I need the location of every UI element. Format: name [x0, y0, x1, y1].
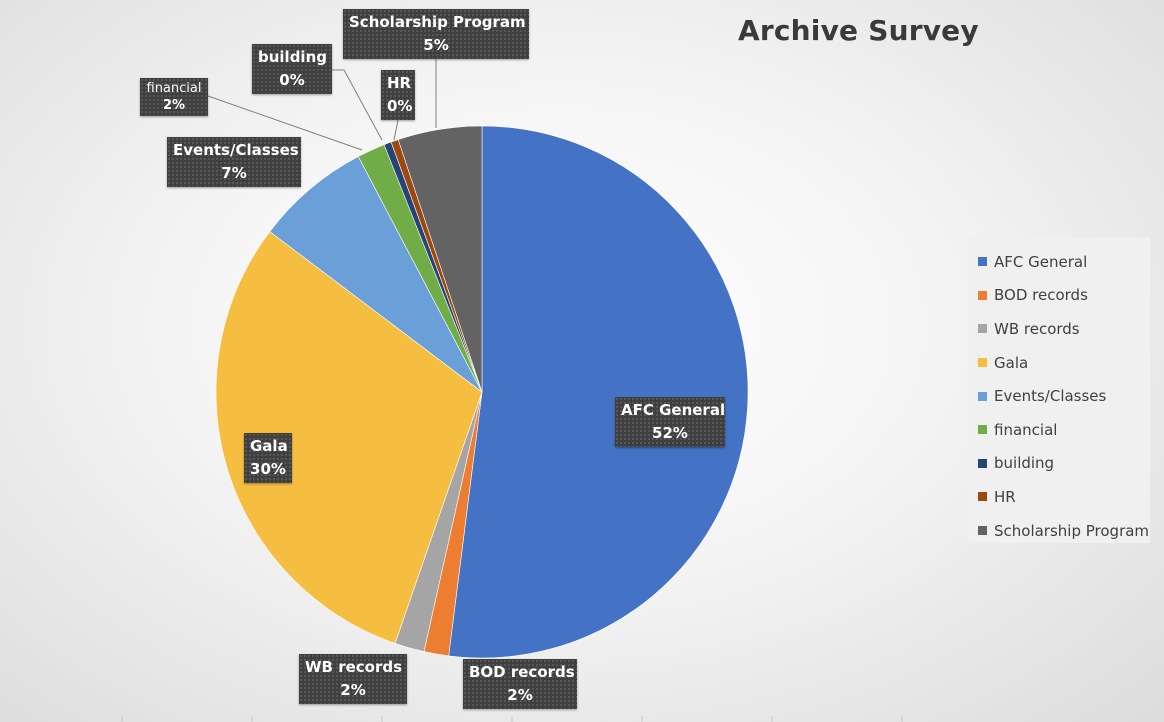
- data-label-hr: HR 0%: [381, 70, 415, 120]
- bottom-tick-marks: [121, 716, 903, 722]
- data-label-value: 0%: [279, 71, 305, 89]
- pie-slice-gala: [215, 231, 483, 644]
- legend-item-financial: financial: [978, 413, 1150, 447]
- legend-swatch: [978, 391, 987, 401]
- legend-item-scholarship-program: Scholarship Program: [978, 514, 1150, 548]
- data-label-value: 0%: [387, 97, 413, 115]
- leader-lines: [207, 57, 437, 151]
- legend-swatch: [978, 492, 987, 502]
- legend-item-building: building: [978, 447, 1150, 481]
- data-label-name: financial: [146, 81, 202, 96]
- data-label-name: building: [258, 48, 327, 66]
- legend-swatch: [978, 324, 987, 334]
- legend-item-hr: HR: [978, 480, 1150, 514]
- data-label-value: 2%: [507, 686, 533, 704]
- data-label-afc-general: AFC General 52%: [615, 397, 725, 447]
- data-label-scholarship-program: Scholarship Program 5%: [343, 9, 529, 59]
- legend-item-events-classes: Events/Classes: [978, 379, 1150, 413]
- data-label-value: 2%: [340, 681, 366, 699]
- data-label-name: AFC General: [621, 401, 726, 419]
- legend-label: WB records: [994, 319, 1080, 338]
- legend-swatch: [978, 257, 987, 267]
- legend-label: HR: [994, 487, 1016, 506]
- legend-swatch: [978, 526, 987, 536]
- pie-slice-afc-general: [448, 125, 749, 659]
- data-label-name: Scholarship Program: [349, 13, 526, 31]
- legend-label: building: [994, 454, 1055, 473]
- data-label-name: Gala: [250, 437, 288, 455]
- data-label-gala: Gala 30%: [244, 433, 292, 483]
- data-label-wb-records: WB records 2%: [299, 654, 407, 704]
- legend-label: AFC General: [994, 252, 1088, 271]
- data-label-value: 52%: [652, 424, 688, 442]
- pie-slice-events-classes: [269, 156, 483, 393]
- legend-label: financial: [994, 420, 1058, 439]
- legend-item-wb-records: WB records: [978, 312, 1150, 346]
- leader-line-hr: [393, 119, 399, 141]
- data-label-name: WB records: [305, 658, 403, 676]
- data-label-value: 30%: [250, 460, 286, 478]
- legend-swatch: [978, 290, 987, 300]
- data-label-bod-records: BOD records 2%: [463, 659, 577, 709]
- data-label-events-classes: Events/Classes 7%: [167, 137, 301, 187]
- chart-title: Archive Survey: [738, 14, 979, 47]
- legend-label: Scholarship Program: [994, 521, 1150, 540]
- data-label-value: 5%: [423, 36, 449, 54]
- legend-swatch: [978, 425, 987, 435]
- data-label-name: BOD records: [469, 663, 575, 681]
- legend-item-afc-general: AFC General: [978, 245, 1150, 279]
- data-label-financial: financial 2%: [140, 78, 208, 116]
- leader-line-building: [332, 69, 383, 141]
- legend: AFC General BOD records WB records Gala Even…: [968, 237, 1150, 543]
- legend-swatch: [978, 458, 987, 468]
- pie-slice-scholarship-program: [397, 125, 483, 393]
- data-label-value: 2%: [162, 98, 186, 113]
- data-label-name: HR: [387, 74, 412, 92]
- leader-line-financial: [207, 95, 363, 151]
- legend-item-gala: Gala: [978, 346, 1150, 380]
- legend-item-bod-records: BOD records: [978, 279, 1150, 313]
- data-label-building: building 0%: [252, 44, 332, 94]
- legend-label: Events/Classes: [994, 387, 1107, 406]
- legend-label: Gala: [994, 353, 1029, 372]
- legend-label: BOD records: [994, 286, 1088, 305]
- data-label-name: Events/Classes: [173, 141, 299, 159]
- legend-swatch: [978, 358, 987, 368]
- data-label-value: 7%: [221, 164, 247, 182]
- pie-slices: [215, 125, 749, 659]
